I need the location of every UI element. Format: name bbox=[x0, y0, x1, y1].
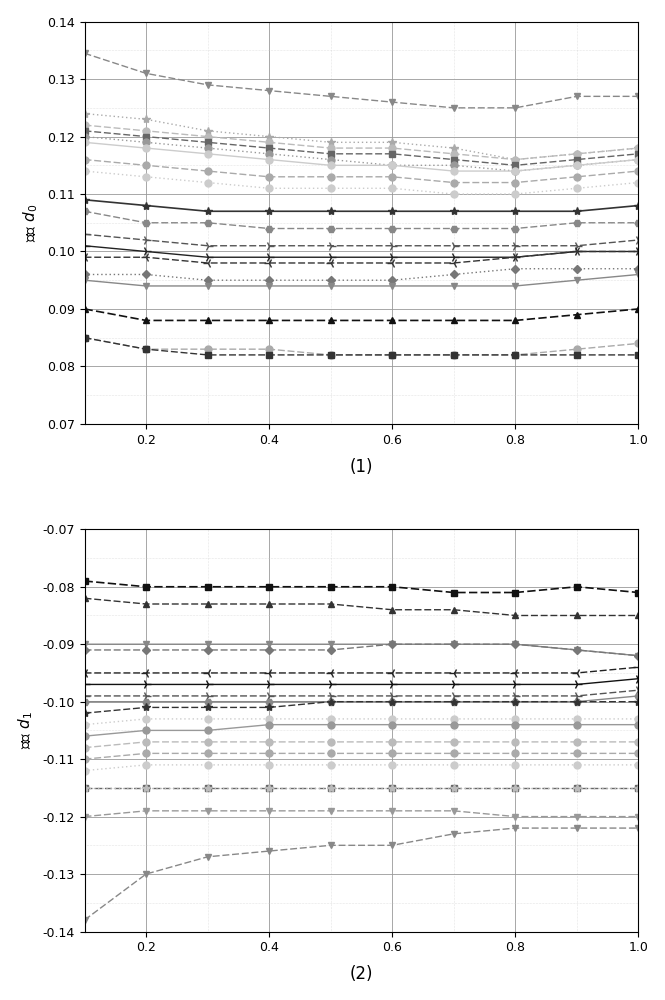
Y-axis label: 参数 $d_1$: 参数 $d_1$ bbox=[17, 711, 35, 749]
X-axis label: (2): (2) bbox=[350, 965, 373, 983]
Y-axis label: 参数 $d_0$: 参数 $d_0$ bbox=[21, 204, 40, 242]
X-axis label: (1): (1) bbox=[350, 458, 373, 476]
